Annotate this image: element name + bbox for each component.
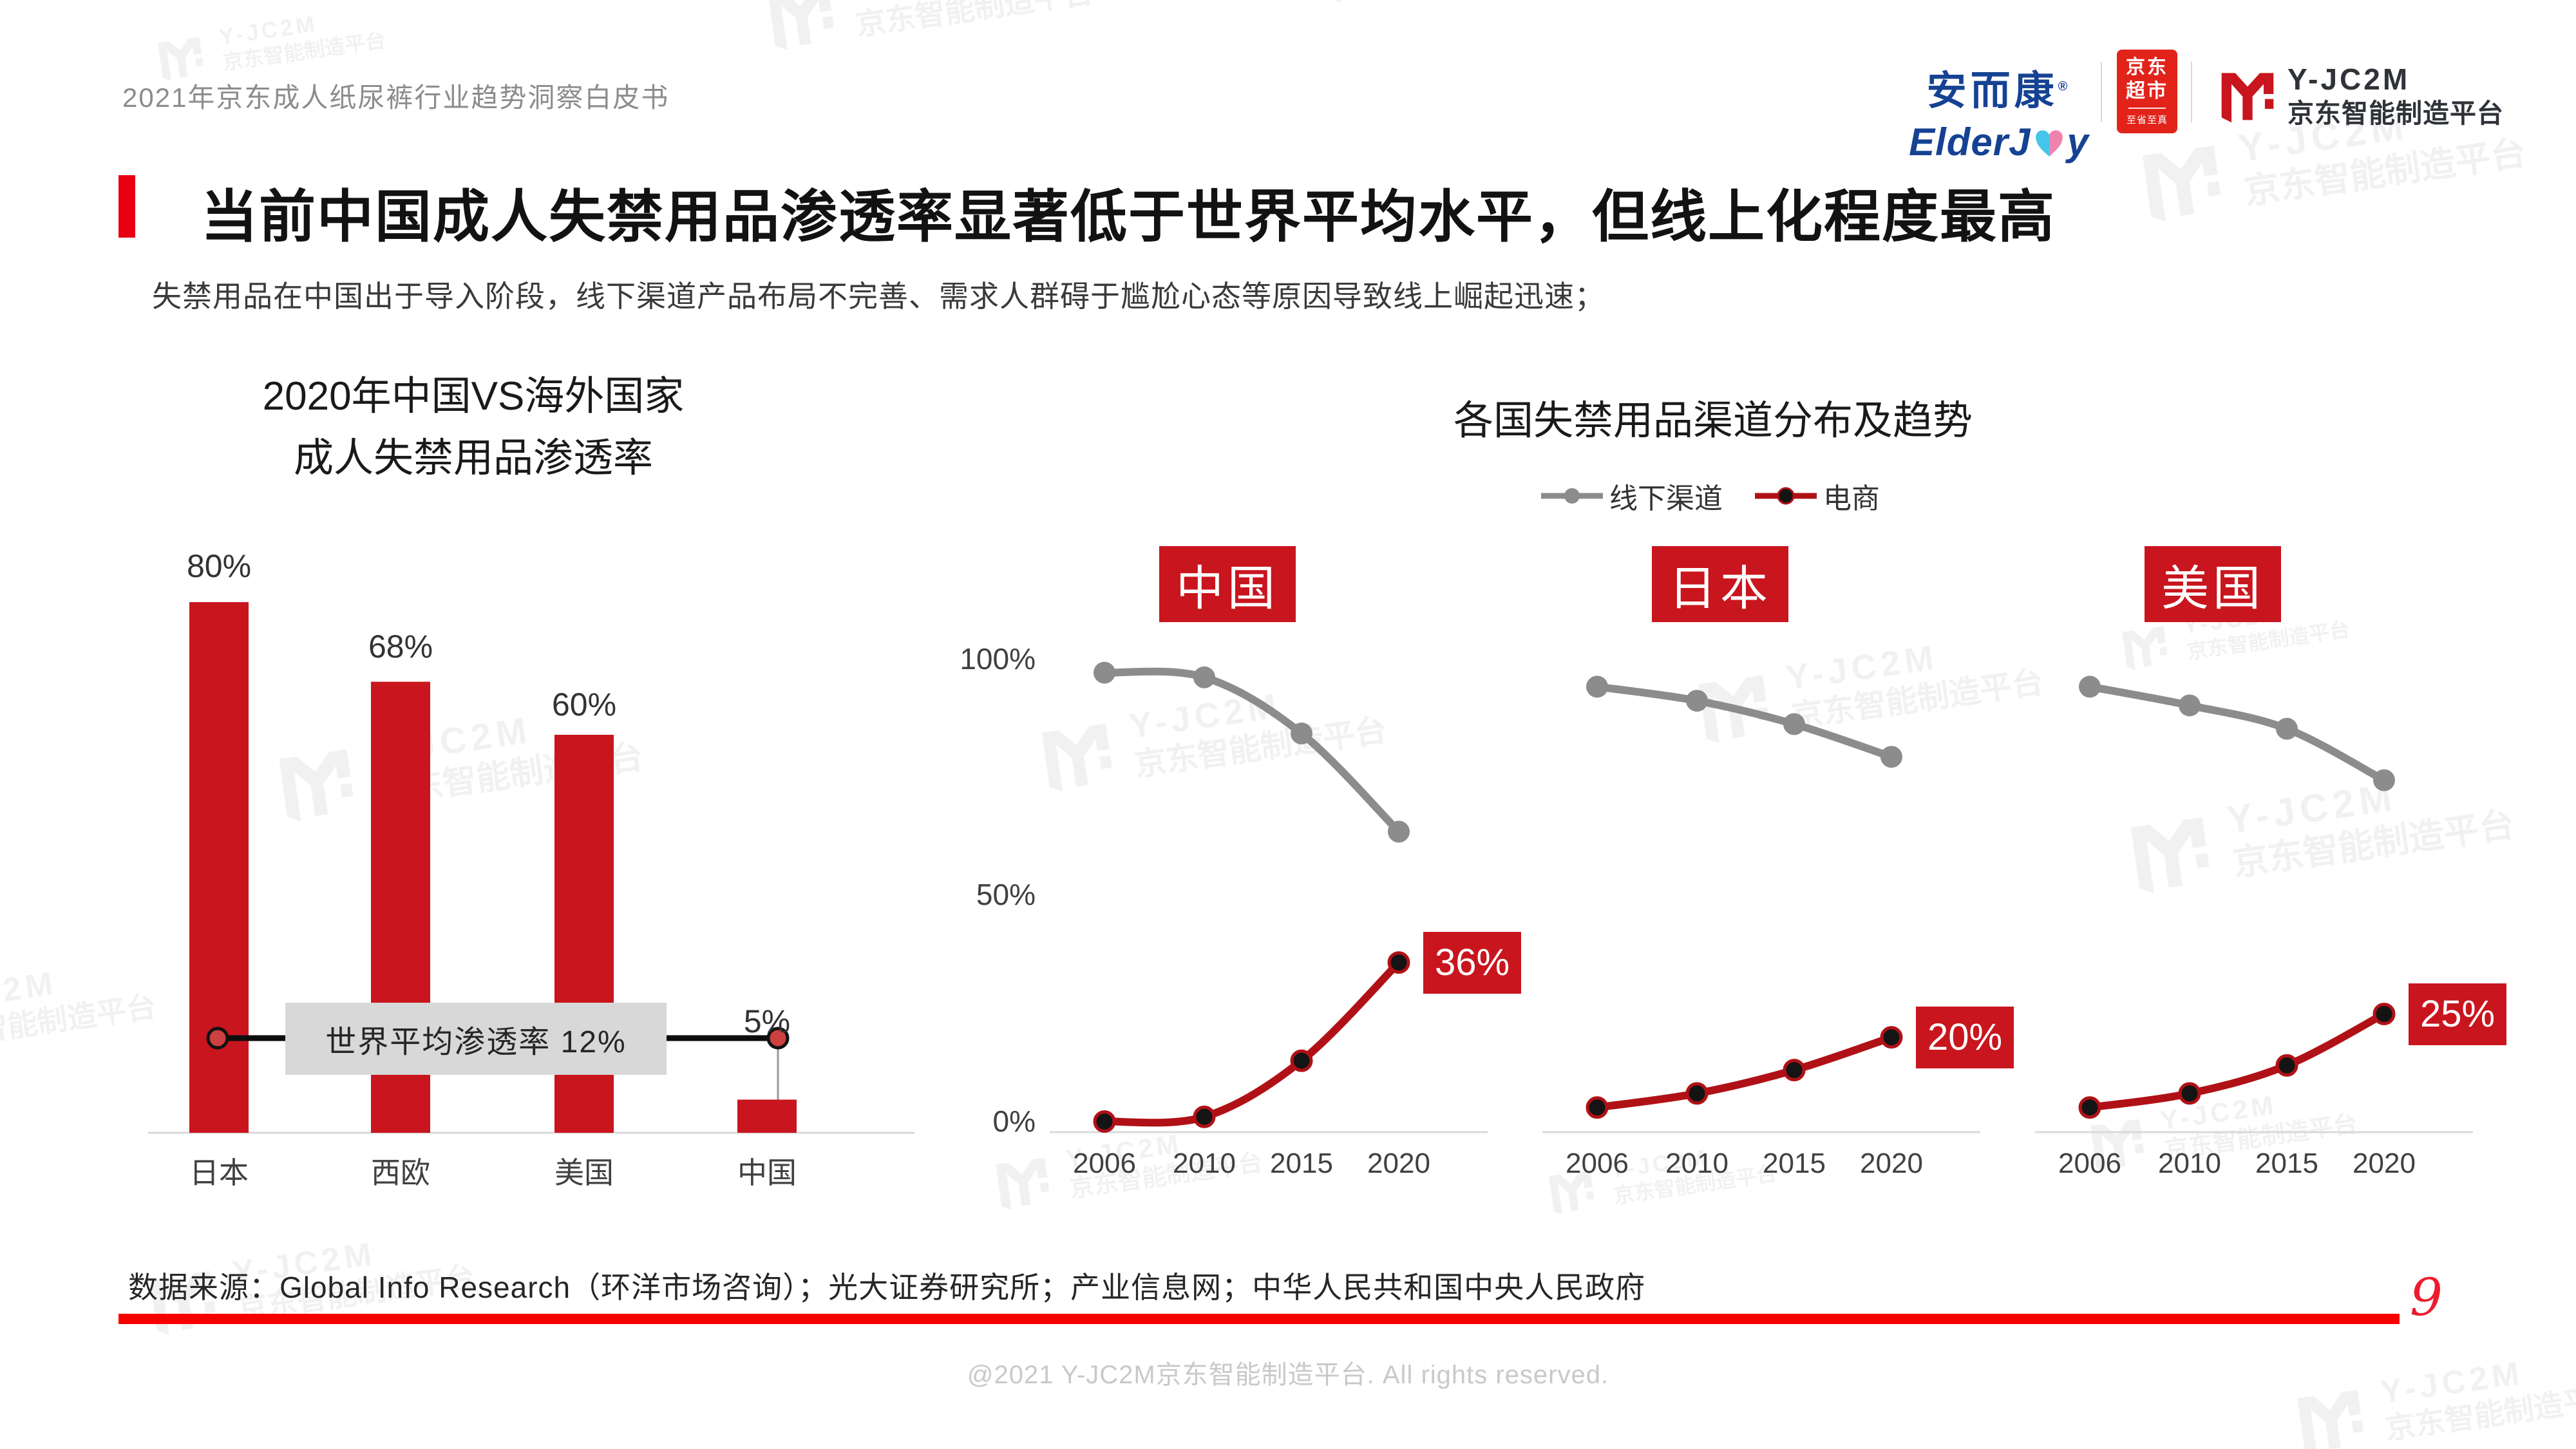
jd-supermarket-logo: 京东 超市 至省至真	[2117, 50, 2177, 133]
brand-watermark: Y-JC2M 京东智能制造平台	[2119, 761, 2517, 900]
bar-category-label: 日本	[189, 1156, 249, 1189]
bar-chart-title: 2020年中国VS海外国家 成人失禁用品渗透率	[262, 374, 685, 480]
header-divider	[2191, 62, 2192, 122]
x-axis-year-label: 2006	[1073, 1148, 1136, 1179]
bar-value-label: 5%	[743, 1003, 791, 1039]
country-badge: 日本	[1652, 546, 1788, 622]
brand-watermark: Y-JC2M 京东智能制造平台	[1032, 673, 1389, 798]
copyright-text: @2021 Y-JC2M京东智能制造平台. All rights reserve…	[967, 1361, 1609, 1389]
brand-watermark: Y-JC2M 京东智能制造平台	[268, 696, 645, 828]
x-axis-year-label: 2020	[1860, 1148, 1923, 1179]
brand-watermark: Y-JC2M 京东智能制造平台	[2287, 1342, 2576, 1449]
ecommerce-line-marker-icon	[1755, 487, 1817, 505]
y-axis-tick-label: 0%	[992, 1104, 1036, 1138]
brand-watermark: Y-JC2M 京东智能制造平台	[2116, 592, 2352, 674]
yjc2m-logo-text: Y-JC2M 京东智能制造平台	[2287, 62, 2504, 128]
offline-line-marker-icon	[1541, 488, 1603, 504]
legend: 线下渠道 电商	[1385, 475, 2035, 516]
elderjoy-logo: 安而康® ElderJ y	[1905, 58, 2093, 164]
x-axis-year-label: 2006	[1566, 1148, 1629, 1179]
yjc2m-watermark-icon	[768, 0, 834, 50]
title-accent-bar	[118, 175, 135, 238]
brand-watermark: Y-JC2M 京东智能制造平台	[988, 1119, 1265, 1215]
line-chart-title: 各国失禁用品渠道分布及趋势	[1453, 399, 1973, 443]
yjc2m-watermark-icon	[2130, 817, 2210, 893]
x-axis-year-label: 2010	[1665, 1148, 1728, 1179]
elderjoy-en-label: ElderJ y	[1909, 120, 2089, 164]
x-axis-year-label: 2010	[1173, 1148, 1236, 1179]
x-axis-year-label: 2015	[1763, 1148, 1826, 1179]
brand-watermark: Y-JC2M 京东智能制造平台	[758, 0, 1095, 55]
brand-watermark: Y-JC2M 京东智能制造平台	[151, 3, 388, 84]
legend-item-ecommerce: 电商	[1754, 475, 1880, 516]
yjc2m-watermark-icon	[2297, 1390, 2363, 1449]
header-divider	[2101, 62, 2102, 122]
x-axis-year-label: 2015	[1270, 1148, 1333, 1179]
yjc2m-watermark-icon	[1042, 723, 1112, 792]
legend-label-offline: 线下渠道	[1609, 483, 1723, 515]
yjc2m-logo-icon	[2221, 73, 2274, 123]
x-axis-year-label: 2015	[2255, 1148, 2318, 1179]
legend-label-ecommerce: 电商	[1823, 483, 1880, 515]
ecommerce-share-badge: 25%	[2409, 983, 2506, 1045]
page-number: 9	[2410, 1267, 2443, 1327]
x-axis-year-label: 2006	[2058, 1148, 2121, 1179]
legend-item-offline: 线下渠道	[1540, 475, 1723, 516]
yjc2m-watermark-icon	[2122, 626, 2168, 670]
bar-category-label: 中国	[737, 1156, 797, 1189]
page-title: 当前中国成人失禁用品渗透率显著低于世界平均水平，但线上化程度最高	[201, 185, 2056, 249]
bar-category-label: 西欧	[371, 1156, 430, 1189]
ecommerce-share-badge: 36%	[1423, 931, 1521, 994]
heart-icon	[2035, 129, 2063, 156]
badge-divider	[2128, 108, 2166, 109]
x-axis-year-label: 2020	[2353, 1148, 2416, 1179]
bar-category-label: 美国	[554, 1156, 614, 1189]
world-average-annotation: 世界平均渗透率 12%	[285, 1003, 667, 1075]
country-badge: 美国	[2145, 546, 2281, 622]
ecommerce-share-badge: 20%	[1916, 1006, 2014, 1068]
bar-value-label: 80%	[186, 548, 252, 584]
yjc2m-watermark-icon	[2142, 146, 2221, 222]
data-source-note: 数据来源：Global Info Research（环洋市场咨询）；光大证券研究…	[128, 1271, 1646, 1304]
y-axis-tick-label: 100%	[960, 642, 1036, 676]
yjc2m-watermark-icon	[279, 749, 354, 822]
bar-value-label: 68%	[368, 629, 433, 665]
x-axis-year-label: 2010	[2158, 1148, 2221, 1179]
brand-watermark: Y-JC2M 京东智能制造平台	[1542, 1137, 1779, 1218]
yjc2m-watermark-icon	[1549, 1170, 1595, 1215]
yjc2m-watermark-icon	[996, 1157, 1050, 1210]
country-badge: 中国	[1159, 546, 1296, 622]
footer-rule	[118, 1314, 2400, 1324]
bar-value-label: 60%	[551, 687, 617, 723]
registered-mark-icon: ®	[2058, 79, 2072, 94]
yjc2m-watermark-icon	[158, 37, 204, 81]
elderjoy-cn-label: 安而康®	[1926, 69, 2072, 113]
document-title: 2021年京东成人纸尿裤行业趋势洞察白皮书	[122, 82, 670, 113]
x-axis-year-label: 2020	[1367, 1148, 1430, 1179]
y-axis-tick-label: 50%	[976, 878, 1036, 911]
page-subtitle: 失禁用品在中国出于导入阶段，线下渠道产品布局不完善、需求人群碍于尴尬心态等原因导…	[152, 279, 1605, 313]
brand-watermark: Y-JC2M 京东智能制造平台	[2131, 89, 2529, 228]
